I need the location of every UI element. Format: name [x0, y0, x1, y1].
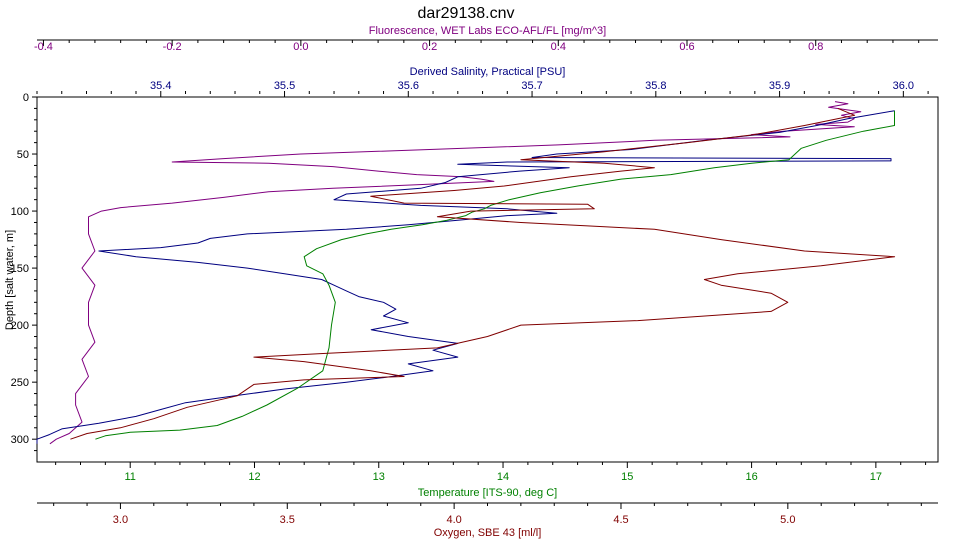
- oxygen-axis-tick-label: 3.0: [113, 514, 128, 526]
- oxygen-axis-tick-label: 4.0: [446, 514, 461, 526]
- salinity-series-line: [36, 110, 895, 444]
- salinity-axis-tick-label: 35.4: [150, 80, 171, 92]
- temperature-series-line: [95, 110, 895, 440]
- chart-title: dar29138.cnv: [418, 5, 515, 22]
- y-axis-tick-label: 300: [11, 434, 29, 446]
- salinity-axis-tick-label: 35.9: [769, 80, 790, 92]
- fluorescence-axis-tick-label: 0.2: [422, 41, 437, 53]
- y-axis-tick-label: 200: [11, 320, 29, 332]
- temperature-axis-tick-label: 11: [124, 471, 135, 483]
- salinity-axis-tick-label: 35.7: [521, 80, 542, 92]
- y-axis-tick-label: 50: [17, 149, 29, 161]
- oxygen-axis-tick-label: 3.5: [280, 514, 295, 526]
- oxygen-series-line: [70, 107, 896, 440]
- fluorescence-axis-title: Fluorescence, WET Labs ECO-AFL/FL [mg/m^…: [369, 25, 606, 37]
- temperature-axis-tick-label: 17: [870, 471, 882, 483]
- oxygen-axis-tick-label: 5.0: [780, 514, 795, 526]
- temperature-axis-tick-label: 13: [373, 471, 385, 483]
- temperature-axis-tick-label: 16: [745, 471, 757, 483]
- y-axis-tick-label: 0: [23, 92, 29, 104]
- y-axis-tick-label: 250: [11, 377, 29, 389]
- fluorescence-axis-tick-label: 0.8: [808, 41, 823, 53]
- oxygen-axis-title: Oxygen, SBE 43 [ml/l]: [434, 527, 542, 539]
- salinity-axis-tick-label: 35.6: [398, 80, 419, 92]
- series-layer: [36, 101, 896, 445]
- temperature-axis-tick-label: 14: [497, 471, 509, 483]
- y-axis-tick-label: 150: [11, 263, 29, 275]
- salinity-axis-tick-label: 36.0: [893, 80, 914, 92]
- fluorescence-series-line: [49, 101, 862, 445]
- temperature-axis-tick-label: 15: [621, 471, 633, 483]
- temperature-axis-tick-label: 12: [248, 471, 260, 483]
- y-axis-title: Depth [salt water, m]: [4, 230, 16, 330]
- fluorescence-axis-tick-label: -0.2: [163, 41, 182, 53]
- salinity-axis-title: Derived Salinity, Practical [PSU]: [410, 66, 566, 78]
- fluorescence-axis-tick-label: 0.4: [551, 41, 566, 53]
- oxygen-axis-tick-label: 4.5: [613, 514, 628, 526]
- fluorescence-axis-tick-label: 0.0: [293, 41, 308, 53]
- axes-layer: 0 50 100 150 200 250 300 -0.4 -0.2 0.0 0.2 0.4 0.6 0.…: [11, 25, 938, 539]
- temperature-axis-title: Temperature [ITS-90, deg C]: [418, 487, 557, 499]
- y-axis-tick-label: 100: [11, 206, 29, 218]
- fluorescence-axis-tick-label: -0.4: [34, 41, 53, 53]
- salinity-axis-tick-label: 35.8: [645, 80, 666, 92]
- salinity-axis-tick-label: 35.5: [274, 80, 295, 92]
- fluorescence-axis-tick-label: 0.6: [679, 41, 694, 53]
